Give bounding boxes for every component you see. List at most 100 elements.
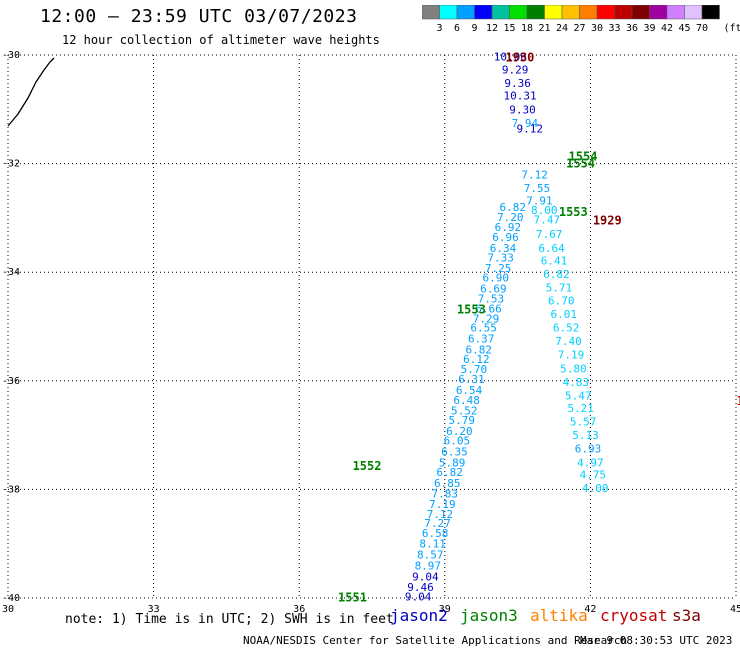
swh-value-label: 7.25 bbox=[485, 262, 512, 275]
swh-value-label: 6.55 bbox=[470, 322, 497, 335]
swh-value-label: 6.37 bbox=[468, 332, 495, 345]
colorbar-tick: 12 bbox=[486, 23, 498, 34]
legend-jason2: jason2 bbox=[390, 606, 448, 625]
swh-value-label: 6.96 bbox=[492, 231, 519, 244]
swh-value-label: 7.91 bbox=[526, 195, 553, 208]
swh-value-label: 6.20 bbox=[446, 425, 473, 438]
colorbar-unit: (ft) bbox=[724, 23, 740, 34]
lat-tick-label: -38 bbox=[2, 484, 20, 495]
colorbar-tick: 33 bbox=[608, 23, 620, 34]
swh-value-label: 6.58 bbox=[422, 527, 449, 540]
swh-value-label: 4.75 bbox=[580, 469, 607, 482]
colorbar-tick: 9 bbox=[471, 23, 477, 34]
lon-tick-label: 42 bbox=[584, 604, 596, 612]
swh-value-label: 5.70 bbox=[461, 363, 488, 376]
swh-value-label: 6.70 bbox=[548, 294, 575, 307]
swh-value-label: 8.00 bbox=[531, 204, 558, 217]
swh-value-label: 6.92 bbox=[495, 221, 522, 234]
swh-value-label: 6.82 bbox=[543, 268, 570, 281]
pass-time-label: 1553 bbox=[457, 303, 486, 317]
swh-value-label: 7.27 bbox=[424, 517, 451, 530]
lon-tick-label: 36 bbox=[293, 604, 305, 612]
swh-value-label: 6.41 bbox=[541, 254, 568, 267]
swh-value-label: 6.82 bbox=[436, 466, 463, 479]
swh-value-label: 7.55 bbox=[524, 182, 551, 195]
swh-value-label: 6.48 bbox=[453, 394, 480, 407]
colorbar-tick: 24 bbox=[556, 23, 568, 34]
swh-value-label: 5.52 bbox=[451, 405, 478, 418]
map-plot: 9.049.469.048.978.578.116.587.277.127.19… bbox=[2, 50, 740, 612]
swh-value-label: 7.94 bbox=[512, 117, 539, 130]
swh-value-label: 6.01 bbox=[550, 308, 577, 321]
colorbar-tick: 39 bbox=[643, 23, 655, 34]
swh-value-label: 10.31 bbox=[503, 90, 536, 103]
colorbar-tick: 6 bbox=[454, 23, 460, 34]
swh-value-label: 6.52 bbox=[553, 322, 580, 335]
swh-value-label: 7.29 bbox=[473, 312, 500, 325]
swh-value-label: 7.19 bbox=[558, 349, 585, 362]
swh-value-label: 7.33 bbox=[487, 252, 514, 265]
colorbar-tick: 21 bbox=[538, 23, 550, 34]
map-title: 12:00 – 23:59 UTC 03/07/2023 bbox=[40, 6, 358, 27]
altimeter-tracks: 9.049.469.048.978.578.116.587.277.127.19… bbox=[405, 51, 609, 604]
colorbar-tick: 3 bbox=[436, 23, 442, 34]
swh-value-label: 6.12 bbox=[463, 353, 490, 366]
swh-value-label: 6.34 bbox=[490, 242, 517, 255]
swh-value-label: 6.82 bbox=[466, 343, 493, 356]
swh-value-label: 5.80 bbox=[560, 362, 587, 375]
pass-time-label: 1554 bbox=[569, 149, 598, 163]
legend-altika: altika bbox=[530, 606, 588, 625]
swh-value-label: 5.47 bbox=[565, 389, 592, 402]
colorbar-tick: 18 bbox=[521, 23, 533, 34]
swh-value-label: 5.79 bbox=[449, 414, 476, 427]
pass-time-label: 1930 bbox=[505, 51, 534, 65]
pass-time-label: 1551 bbox=[338, 590, 367, 604]
swh-value-label: 6.85 bbox=[434, 477, 461, 490]
swh-value-label: 5.89 bbox=[439, 456, 466, 469]
coastline bbox=[7, 57, 55, 127]
pass-time-label: 1552 bbox=[353, 459, 382, 473]
swh-value-label: 9.04 bbox=[405, 590, 432, 603]
colorbar-tick: 70 bbox=[696, 23, 708, 34]
credit-line: NOAA/NESDIS Center for Satellite Applica… bbox=[243, 634, 628, 647]
swh-value-label: 5.71 bbox=[546, 281, 573, 294]
generated-timestamp: Mar 9 08:30:53 UTC 2023 bbox=[580, 634, 733, 647]
swh-value-label: 9.46 bbox=[407, 581, 434, 594]
swh-value-label: 7.19 bbox=[429, 498, 456, 511]
track-a: 9.049.469.048.978.578.116.587.277.127.19… bbox=[405, 201, 526, 603]
swh-value-label: 8.11 bbox=[419, 538, 446, 551]
colorbar-tick: 30 bbox=[591, 23, 603, 34]
swh-value-label: 9.29 bbox=[502, 64, 529, 77]
swh-value-label: 4.97 bbox=[577, 456, 604, 469]
lat-tick-label: -32 bbox=[2, 159, 20, 170]
swh-value-label: 9.04 bbox=[412, 570, 439, 583]
legend-jason3: jason3 bbox=[460, 606, 518, 625]
pass-time-label: 1554 bbox=[566, 157, 595, 171]
swh-value-label: 6.35 bbox=[441, 445, 468, 458]
swh-value-label: 6.54 bbox=[456, 384, 483, 397]
lat-tick-label: -40 bbox=[2, 593, 20, 604]
swh-value-label: 4.00 bbox=[582, 482, 609, 495]
swh-value-label: 7.47 bbox=[533, 214, 560, 227]
footnote: note: 1) Time is in UTC; 2) SWH is in fe… bbox=[65, 612, 394, 627]
swh-value-label: 5.13 bbox=[572, 429, 599, 442]
swh-value-label: 7.53 bbox=[478, 292, 505, 305]
lon-tick-label: 33 bbox=[148, 604, 160, 612]
swh-value-label: 9.12 bbox=[516, 122, 543, 135]
swh-value-label: 7.83 bbox=[432, 488, 459, 501]
colorbar-tick: 45 bbox=[678, 23, 690, 34]
swh-value-label: 8.97 bbox=[415, 559, 442, 572]
lat-tick-label: -30 bbox=[2, 50, 20, 61]
lon-tick-label: 39 bbox=[439, 604, 451, 612]
colorbar-tick: 42 bbox=[661, 23, 673, 34]
swh-value-label: 7.12 bbox=[427, 508, 454, 521]
swh-value-label: 6.64 bbox=[538, 242, 565, 255]
swh-value-label: 4.83 bbox=[563, 376, 590, 389]
swh-value-label: 6.90 bbox=[483, 272, 510, 285]
colorbar-tick: 36 bbox=[626, 23, 638, 34]
colorbar-swatch bbox=[701, 5, 720, 20]
